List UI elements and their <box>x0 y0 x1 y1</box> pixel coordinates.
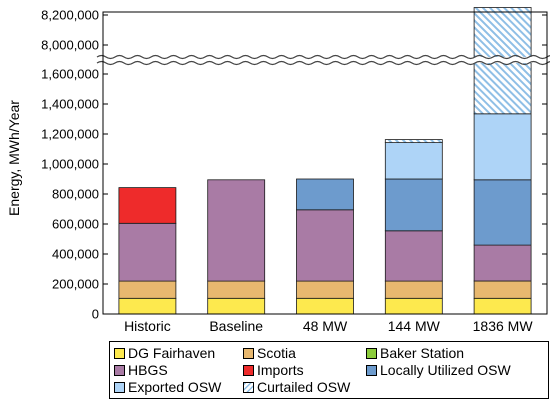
y-tick-label: 8,000,000 <box>41 38 99 53</box>
bar-segment-hbgs-historic <box>118 222 177 282</box>
bar-segment-hbgs-baseline <box>207 179 266 282</box>
x-tick-label-48-mw: 48 MW <box>303 318 348 334</box>
y-tick-label: 0 <box>92 307 99 322</box>
legend-label-dg-fairhaven: DG Fairhaven <box>128 345 216 361</box>
bar-segment-scotia-48-mw <box>296 280 354 299</box>
axis-break-line-upper <box>96 54 550 60</box>
bar-segment-dg-fairhaven-historic <box>118 297 177 315</box>
bar-segment-hbgs-1836-mw <box>473 244 532 282</box>
x-axis-categories: Historic Baseline 48 MW 144 MW 1836 MW <box>124 318 533 334</box>
bar-segment-scotia-historic <box>118 280 177 299</box>
bars-group <box>118 7 532 315</box>
y-tick-label: 400,000 <box>52 247 99 262</box>
legend-swatch-dg-fairhaven <box>114 347 125 359</box>
legend-swatch-curtailed-osw <box>243 381 254 393</box>
legend-label-imports: Imports <box>257 362 304 378</box>
legend-item-baker-station: Baker Station <box>366 345 464 361</box>
legend: DG Fairhaven Scotia Baker Station HBGS I… <box>109 341 549 399</box>
y-tick-label: 1,600,000 <box>41 67 99 82</box>
y-tick-label: 200,000 <box>52 277 99 292</box>
legend-label-scotia: Scotia <box>257 345 296 361</box>
legend-swatch-imports <box>243 364 254 376</box>
bar-segment-imports-historic <box>118 187 177 224</box>
legend-item-locally-utilized-osw: Locally Utilized OSW <box>366 362 511 378</box>
bar-segment-curtailed-osw-144-mw <box>384 139 443 144</box>
bar-segment-dg-fairhaven-144-mw <box>384 297 443 315</box>
axis-break-gap <box>97 57 550 63</box>
bar-segment-hbgs-144-mw <box>384 230 443 282</box>
y-tick-label: 1,400,000 <box>41 97 99 112</box>
bar-segment-locally-utilized-osw-144-mw <box>384 178 443 232</box>
legend-swatch-scotia <box>243 347 254 359</box>
legend-item-scotia: Scotia <box>243 345 296 361</box>
x-tick-label-historic: Historic <box>124 318 171 334</box>
legend-swatch-hbgs <box>114 364 125 376</box>
legend-item-curtailed-osw: Curtailed OSW <box>243 379 350 395</box>
bar-segment-exported-osw-144-mw <box>384 142 443 180</box>
y-tick-label: 8,200,000 <box>41 8 99 23</box>
bar-segment-locally-utilized-osw-48-mw <box>296 178 354 211</box>
bar-segment-locally-utilized-osw-1836-mw <box>473 179 532 246</box>
legend-label-baker-station: Baker Station <box>380 345 465 361</box>
legend-swatch-exported-osw <box>114 381 125 393</box>
y-axis: 0 200,000 400,000 600,000 800,000 1,000,000 1,… <box>41 8 548 322</box>
legend-item-hbgs: HBGS <box>114 362 168 378</box>
bar-segment-dg-fairhaven-baseline <box>207 297 266 315</box>
y-tick-label: 1,200,000 <box>41 127 99 142</box>
legend-item-dg-fairhaven: DG Fairhaven <box>114 345 215 361</box>
bar-segment-dg-fairhaven-1836-mw <box>473 297 532 315</box>
axis-break <box>96 54 550 66</box>
legend-label-exported-osw: Exported OSW <box>128 379 222 395</box>
bar-segment-scotia-144-mw <box>384 280 443 299</box>
bar-segment-scotia-baseline <box>207 280 266 299</box>
plot-frame <box>102 11 548 315</box>
x-tick-label-1836-mw: 1836 MW <box>473 318 534 334</box>
y-tick-label: 600,000 <box>52 217 99 232</box>
y-tick-label: 800,000 <box>52 187 99 202</box>
legend-label-curtailed-osw: Curtailed OSW <box>257 379 351 395</box>
bar-segment-dg-fairhaven-48-mw <box>296 297 354 315</box>
legend-label-locally-utilized-osw: Locally Utilized OSW <box>380 362 511 378</box>
y-axis-label: Energy, MWh/Year <box>6 100 22 216</box>
legend-label-hbgs: HBGS <box>128 362 168 378</box>
bar-segment-hbgs-48-mw <box>296 209 354 282</box>
y-tick-label: 1,000,000 <box>41 157 99 172</box>
legend-swatch-locally-utilized-osw <box>366 364 377 376</box>
legend-swatch-baker-station <box>366 347 377 359</box>
x-tick-label-baseline: Baseline <box>209 318 263 334</box>
legend-item-imports: Imports <box>243 362 304 378</box>
legend-item-exported-osw: Exported OSW <box>114 379 221 395</box>
bar-segment-scotia-1836-mw <box>473 280 532 299</box>
x-tick-label-144-mw: 144 MW <box>388 318 441 334</box>
axis-break-line-lower <box>96 60 550 66</box>
bar-segment-exported-osw-1836-mw <box>473 113 532 181</box>
